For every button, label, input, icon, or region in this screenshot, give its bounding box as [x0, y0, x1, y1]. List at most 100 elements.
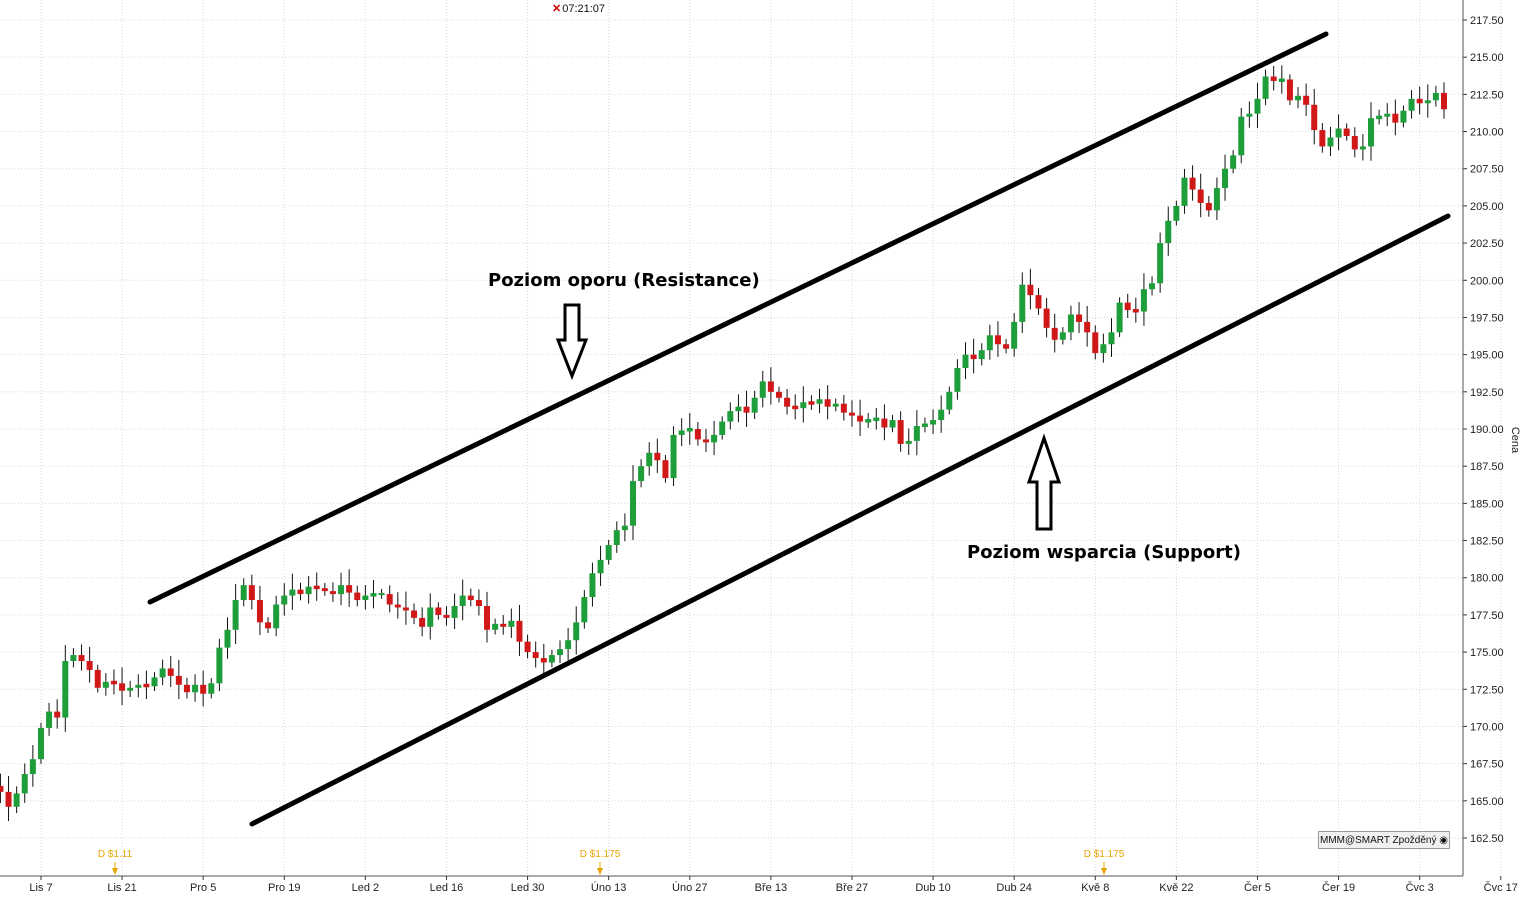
candle-body [175, 675, 182, 685]
candle-body [21, 774, 28, 794]
y-tick-label: 177.50 [1470, 610, 1504, 622]
candle-body [467, 595, 474, 601]
candle-body [1165, 220, 1172, 244]
candle-body [1408, 98, 1415, 111]
x-tick-label: Čer 19 [1322, 881, 1355, 894]
candle-body [1222, 168, 1229, 189]
candle-body [1140, 289, 1147, 312]
y-axis: 162.50 165.00 167.50 170.00 172.50 175.00 177.… [1462, 0, 1521, 876]
candle-body [913, 426, 920, 441]
candle-body [1132, 309, 1139, 313]
candle-body [581, 597, 588, 623]
candle-body [930, 420, 937, 425]
candle-body [110, 680, 117, 685]
candle-body [224, 629, 231, 648]
x-tick-label: Bře 13 [755, 882, 787, 894]
candle-body [78, 655, 85, 662]
candle-body [994, 335, 1001, 345]
candle-body [524, 641, 531, 653]
candle-body [167, 668, 174, 676]
candle-body [873, 417, 880, 422]
y-tick-label: 215.00 [1470, 52, 1504, 64]
candle-body [459, 595, 466, 606]
data-source-badge[interactable]: MMM@SMART Zpožděný ◉ [1318, 831, 1450, 849]
candle-body [1286, 79, 1293, 101]
trend-lines [147, 31, 1451, 827]
candle-body [1319, 130, 1326, 147]
candle-body [338, 585, 345, 595]
candle-body [1124, 302, 1131, 311]
candle-body [589, 573, 596, 598]
resistance-arrow-icon [555, 303, 589, 381]
candle-body [1149, 283, 1156, 290]
candle-body [1027, 284, 1034, 296]
x-tick-label: Čer 5 [1244, 881, 1271, 894]
x-tick-label: Dub 24 [996, 882, 1031, 894]
dividend-marker-icon [112, 868, 118, 875]
candle-body [321, 588, 328, 592]
candle-body [857, 415, 864, 422]
candle-body [1368, 118, 1375, 147]
y-tick-label: 195.00 [1470, 350, 1504, 362]
y-tick-label: 207.50 [1470, 164, 1504, 176]
candle-body [1084, 321, 1091, 333]
candle-body [840, 403, 847, 413]
candle-body [151, 677, 158, 687]
x-tick-label: Bře 27 [836, 882, 868, 894]
candle-body [711, 434, 718, 443]
candle-body [986, 335, 993, 351]
candle-body [1303, 95, 1310, 105]
candle-body [946, 391, 953, 410]
candle-body [1343, 128, 1350, 137]
candle-body [0, 785, 4, 792]
candle-body [46, 711, 53, 728]
candle-body [1059, 332, 1066, 340]
candle-body [808, 401, 815, 405]
candle-body [735, 406, 742, 412]
candle-body [37, 727, 44, 760]
candle-body [1384, 113, 1391, 117]
candle-body [897, 420, 904, 444]
candle-body [1092, 332, 1099, 354]
candle-body [1424, 100, 1431, 104]
resistance-line [147, 31, 1329, 605]
candle-body [1278, 78, 1285, 82]
y-tick-label: 217.50 [1470, 15, 1504, 27]
resistance-label: Poziom oporu (Resistance) [488, 270, 760, 291]
dividend-label: D $1.175 [1084, 849, 1125, 860]
candle-body [743, 406, 750, 413]
candle-body [540, 658, 547, 663]
candle-body [1157, 243, 1164, 284]
candle-body [1108, 332, 1115, 345]
candle-body [1116, 302, 1123, 333]
candle-body [678, 430, 685, 435]
candle-body [816, 399, 823, 404]
candle-body [767, 381, 774, 392]
x-tick-label: Lis 21 [107, 882, 136, 894]
candle-body [532, 652, 539, 659]
y-tick-label: 165.00 [1470, 796, 1504, 808]
y-tick-label: 197.50 [1470, 312, 1504, 324]
candle-body [411, 610, 418, 618]
candle-body [792, 405, 799, 410]
candle-body [670, 434, 677, 479]
candle-body [135, 684, 142, 688]
candle-body [784, 397, 791, 407]
candle-body [29, 759, 36, 775]
candle-body [1400, 110, 1407, 123]
candle-body [1351, 136, 1358, 150]
candle-body [297, 589, 304, 595]
candle-body [13, 793, 20, 807]
candle-body [800, 402, 807, 409]
y-tick-label: 167.50 [1470, 759, 1504, 771]
candle-body [1076, 314, 1083, 322]
y-tick-label: 192.50 [1470, 387, 1504, 399]
dividend-marker-icon [1101, 868, 1107, 875]
candle-body [775, 391, 782, 398]
candle-body [435, 607, 442, 615]
candle-body [565, 640, 572, 650]
support-arrow-icon [1026, 433, 1062, 531]
y-tick-label: 210.00 [1470, 127, 1504, 139]
candle-body [1100, 344, 1107, 354]
